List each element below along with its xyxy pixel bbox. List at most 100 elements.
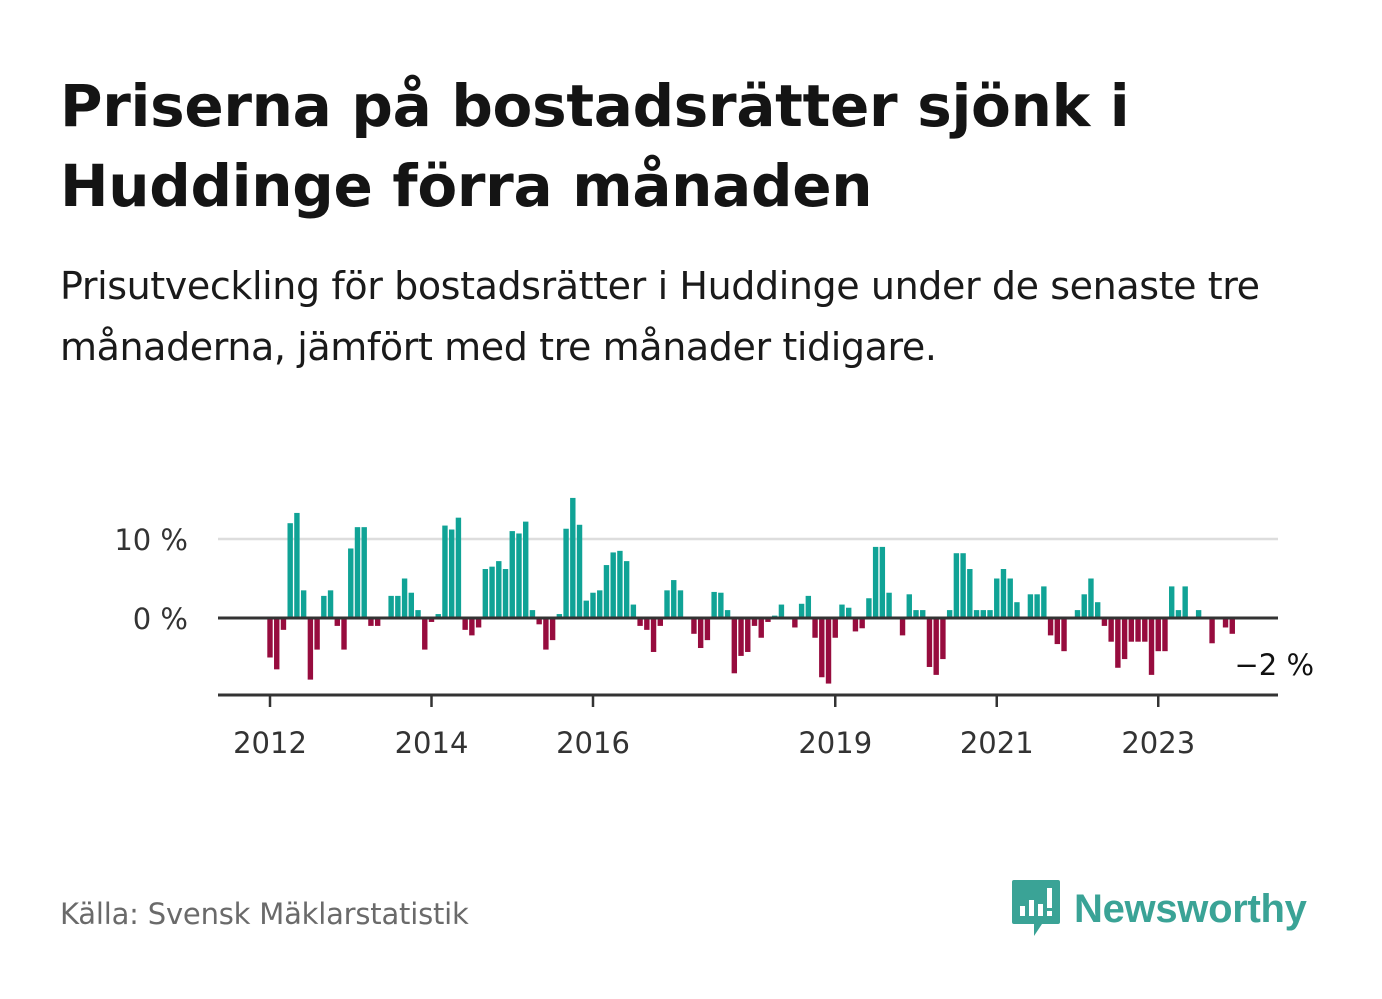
bar[interactable] xyxy=(549,618,556,641)
bar[interactable] xyxy=(973,610,980,618)
bar[interactable] xyxy=(556,614,563,618)
bar[interactable] xyxy=(597,590,603,618)
bar[interactable] xyxy=(825,618,832,684)
bar[interactable] xyxy=(280,618,287,630)
bar[interactable] xyxy=(899,618,906,636)
bar[interactable] xyxy=(496,561,502,618)
bar[interactable] xyxy=(395,595,401,618)
bar[interactable] xyxy=(711,591,717,618)
bar[interactable] xyxy=(1007,578,1013,619)
bar[interactable] xyxy=(1175,610,1182,618)
bar[interactable] xyxy=(1074,610,1081,618)
bar[interactable] xyxy=(341,618,347,650)
bar[interactable] xyxy=(590,592,596,618)
bar[interactable] xyxy=(677,590,684,618)
bar[interactable] xyxy=(1135,618,1141,642)
bar[interactable] xyxy=(603,565,610,618)
bar[interactable] xyxy=(408,592,415,618)
bar[interactable] xyxy=(872,546,879,618)
bar[interactable] xyxy=(1041,586,1047,618)
bar[interactable] xyxy=(294,512,300,618)
bar[interactable] xyxy=(691,618,697,634)
bar[interactable] xyxy=(448,529,455,618)
bar[interactable] xyxy=(354,527,361,618)
bar[interactable] xyxy=(1155,618,1161,652)
bar[interactable] xyxy=(960,553,966,618)
bar[interactable] xyxy=(570,497,576,618)
bar[interactable] xyxy=(610,552,616,618)
bar[interactable] xyxy=(1014,602,1020,618)
bar[interactable] xyxy=(967,569,973,618)
bar[interactable] xyxy=(946,610,953,618)
bar[interactable] xyxy=(455,517,462,618)
bar[interactable] xyxy=(724,610,731,618)
bar[interactable] xyxy=(1162,618,1168,652)
bar[interactable] xyxy=(637,618,643,626)
bar[interactable] xyxy=(792,618,798,628)
bar[interactable] xyxy=(368,618,374,626)
bar[interactable] xyxy=(1054,618,1061,645)
bar[interactable] xyxy=(751,618,758,626)
bar[interactable] xyxy=(563,528,569,618)
bar[interactable] xyxy=(738,618,744,656)
bar[interactable] xyxy=(765,618,771,622)
bar[interactable] xyxy=(704,618,711,641)
bar[interactable] xyxy=(852,618,859,632)
bar[interactable] xyxy=(697,618,704,649)
bar[interactable] xyxy=(1034,594,1040,618)
bar[interactable] xyxy=(1115,618,1121,668)
bar[interactable] xyxy=(832,618,838,638)
bar[interactable] xyxy=(401,578,408,619)
bar[interactable] xyxy=(644,618,650,630)
bar[interactable] xyxy=(274,618,280,670)
bar[interactable] xyxy=(516,533,522,618)
bar[interactable] xyxy=(1108,618,1114,642)
bar[interactable] xyxy=(980,610,986,618)
bar[interactable] xyxy=(1222,618,1229,628)
bar[interactable] xyxy=(920,610,926,618)
bar[interactable] xyxy=(987,610,993,618)
bar[interactable] xyxy=(778,604,785,618)
bar[interactable] xyxy=(819,618,825,678)
bar[interactable] xyxy=(758,618,764,638)
bar[interactable] xyxy=(1061,618,1067,652)
bar[interactable] xyxy=(617,550,623,618)
bar[interactable] xyxy=(348,548,354,618)
bar[interactable] xyxy=(745,618,751,652)
bar[interactable] xyxy=(321,595,327,618)
bar[interactable] xyxy=(846,607,852,618)
bar[interactable] xyxy=(650,618,657,652)
bar[interactable] xyxy=(1081,594,1087,618)
bar[interactable] xyxy=(523,521,529,618)
bar[interactable] xyxy=(267,618,273,658)
bar[interactable] xyxy=(489,566,495,618)
bar[interactable] xyxy=(866,598,872,618)
bar[interactable] xyxy=(805,595,812,618)
bar[interactable] xyxy=(415,610,421,618)
bar[interactable] xyxy=(583,600,589,618)
bar[interactable] xyxy=(1209,618,1215,644)
bar[interactable] xyxy=(334,618,340,626)
bar[interactable] xyxy=(327,590,334,618)
bar[interactable] xyxy=(1027,594,1034,618)
bar[interactable] xyxy=(812,618,818,638)
bar[interactable] xyxy=(374,618,381,626)
bar[interactable] xyxy=(435,614,441,618)
bar[interactable] xyxy=(1128,618,1135,642)
bar[interactable] xyxy=(300,590,307,618)
bar[interactable] xyxy=(657,618,663,626)
bar[interactable] xyxy=(1088,578,1094,619)
bar[interactable] xyxy=(623,561,630,618)
bar[interactable] xyxy=(906,594,912,618)
bar[interactable] xyxy=(879,546,886,618)
bar[interactable] xyxy=(361,527,367,618)
bar[interactable] xyxy=(543,618,549,650)
bar[interactable] xyxy=(509,531,515,618)
bar[interactable] xyxy=(1047,618,1054,636)
bar[interactable] xyxy=(1148,618,1155,675)
bar[interactable] xyxy=(462,618,468,630)
bar[interactable] xyxy=(953,553,960,618)
bar[interactable] xyxy=(933,618,939,675)
bar[interactable] xyxy=(1121,618,1128,660)
bar[interactable] xyxy=(482,569,489,618)
